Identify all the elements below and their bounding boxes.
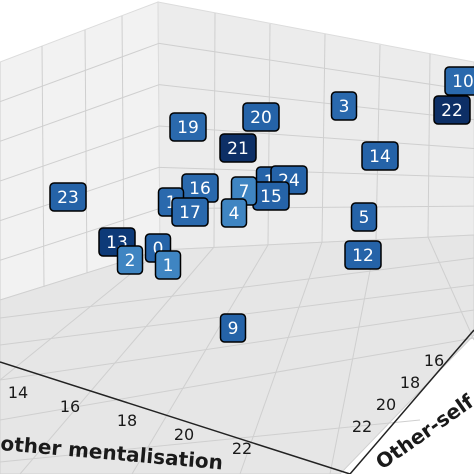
grid-line bbox=[0, 257, 474, 319]
x-tick-label: 14 bbox=[8, 383, 28, 402]
grid-line bbox=[0, 337, 474, 421]
point-label: 4 bbox=[229, 204, 240, 224]
point-label: 1 bbox=[163, 256, 174, 276]
point-marker bbox=[49, 182, 87, 212]
point-label: 23 bbox=[57, 188, 79, 208]
grid-line bbox=[158, 166, 474, 178]
point-label: 14 bbox=[369, 147, 391, 167]
point-label: 21 bbox=[227, 139, 249, 159]
point-label: 10 bbox=[452, 72, 474, 92]
point-label: 17 bbox=[179, 203, 201, 223]
point-marker bbox=[154, 250, 182, 280]
axis-lines bbox=[0, 329, 474, 474]
point-label: 2 bbox=[125, 251, 136, 271]
point-marker bbox=[169, 112, 207, 142]
y-tick-label: 20 bbox=[376, 395, 396, 414]
point-label: 15 bbox=[260, 187, 282, 207]
grid-line bbox=[158, 42, 474, 92]
point-label: 12 bbox=[352, 246, 374, 266]
x-tick-label: 18 bbox=[117, 411, 137, 430]
grid-line bbox=[427, 236, 474, 341]
grid-line bbox=[0, 125, 160, 182]
grid-line bbox=[131, 244, 269, 474]
y-tick-label: 16 bbox=[424, 351, 444, 370]
x-tick-label: 16 bbox=[60, 397, 80, 416]
grid-line bbox=[0, 208, 160, 261]
grid-line bbox=[19, 246, 215, 474]
x-tick-label: 22 bbox=[232, 439, 252, 458]
grid-line bbox=[329, 239, 377, 474]
point-label: 9 bbox=[228, 319, 239, 339]
data-points: 102232019211412415167117423513201129 bbox=[49, 66, 474, 343]
grid-line bbox=[158, 205, 474, 210]
point-label: 0 bbox=[153, 239, 164, 259]
grid-line bbox=[0, 42, 160, 103]
grid-line bbox=[158, 84, 474, 121]
point-label: 5 bbox=[359, 208, 370, 228]
point-label: 3 bbox=[339, 97, 350, 117]
y-axis-line bbox=[349, 329, 474, 474]
grid-line bbox=[158, 125, 474, 149]
point-marker bbox=[433, 95, 471, 125]
point-marker bbox=[171, 197, 209, 227]
point-label: 20 bbox=[250, 108, 272, 128]
x-tick-label: 20 bbox=[174, 425, 194, 444]
x-axis-line bbox=[0, 361, 351, 474]
point-marker bbox=[344, 240, 382, 270]
floor-pane bbox=[0, 234, 474, 474]
point-marker bbox=[219, 313, 247, 343]
point-marker bbox=[220, 198, 248, 228]
point-marker bbox=[350, 202, 378, 232]
grid-line bbox=[0, 84, 160, 142]
point-label: 1 bbox=[166, 193, 177, 213]
grid-line bbox=[0, 309, 474, 381]
point-marker bbox=[219, 133, 257, 163]
point-marker bbox=[242, 102, 280, 132]
y-tick-label: 18 bbox=[400, 373, 420, 392]
y-tick-label: 22 bbox=[352, 417, 372, 436]
point-marker bbox=[444, 66, 474, 96]
grid-line bbox=[0, 419, 421, 463]
point-label: 7 bbox=[239, 182, 250, 202]
point-label: 19 bbox=[177, 118, 199, 138]
point-marker bbox=[116, 245, 144, 275]
grid-line bbox=[239, 241, 323, 474]
point-label: 22 bbox=[441, 101, 463, 121]
point-marker bbox=[361, 141, 399, 171]
point-label: 16 bbox=[189, 179, 211, 199]
point-marker bbox=[330, 91, 358, 121]
